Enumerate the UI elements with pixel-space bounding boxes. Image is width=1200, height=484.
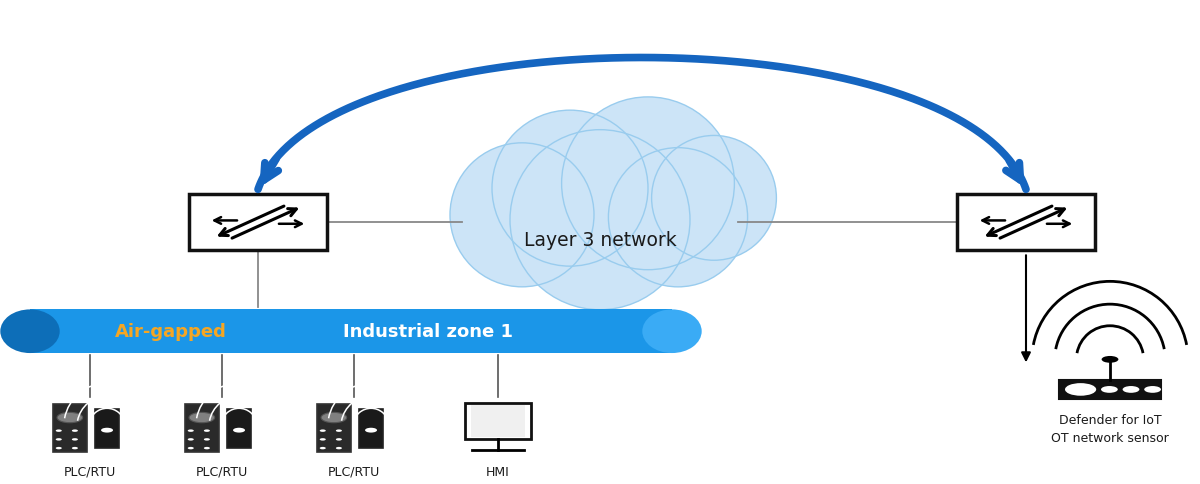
- Circle shape: [1144, 386, 1162, 393]
- Circle shape: [72, 429, 78, 432]
- Ellipse shape: [652, 136, 776, 261]
- Circle shape: [187, 429, 193, 432]
- Circle shape: [72, 447, 78, 450]
- Bar: [958, 195, 1096, 251]
- Bar: [359, 409, 383, 448]
- Circle shape: [204, 429, 210, 432]
- Circle shape: [187, 438, 193, 441]
- Circle shape: [204, 438, 210, 441]
- Bar: [190, 195, 326, 251]
- Bar: [95, 409, 119, 448]
- Bar: [227, 409, 251, 448]
- Ellipse shape: [492, 111, 648, 267]
- Circle shape: [55, 447, 61, 450]
- Circle shape: [319, 447, 325, 450]
- Ellipse shape: [642, 310, 702, 353]
- Bar: [53, 404, 86, 453]
- Bar: [185, 404, 218, 453]
- Text: PLC/RTU: PLC/RTU: [196, 465, 248, 478]
- Circle shape: [336, 438, 342, 441]
- Bar: [464, 403, 530, 439]
- Circle shape: [336, 429, 342, 432]
- Circle shape: [1123, 386, 1140, 393]
- Circle shape: [322, 412, 347, 423]
- Circle shape: [190, 412, 215, 423]
- Text: Industrial zone 1: Industrial zone 1: [343, 322, 514, 341]
- Circle shape: [72, 438, 78, 441]
- Ellipse shape: [450, 144, 594, 287]
- Circle shape: [319, 438, 325, 441]
- Ellipse shape: [510, 130, 690, 310]
- Circle shape: [1066, 383, 1097, 396]
- Circle shape: [55, 429, 61, 432]
- Circle shape: [55, 438, 61, 441]
- Ellipse shape: [562, 98, 734, 270]
- Ellipse shape: [608, 148, 748, 287]
- Bar: [317, 404, 350, 453]
- Bar: [30, 310, 672, 353]
- Circle shape: [58, 412, 83, 423]
- Circle shape: [1102, 386, 1118, 393]
- Text: Layer 3 network: Layer 3 network: [523, 230, 677, 249]
- Circle shape: [365, 428, 377, 433]
- Bar: [470, 406, 524, 437]
- Circle shape: [187, 447, 193, 450]
- Text: Defender for IoT
OT network sensor: Defender for IoT OT network sensor: [1051, 413, 1169, 444]
- Circle shape: [204, 447, 210, 450]
- Bar: [1060, 380, 1162, 399]
- Text: PLC/RTU: PLC/RTU: [328, 465, 380, 478]
- Text: PLC/RTU: PLC/RTU: [64, 465, 116, 478]
- Circle shape: [101, 428, 113, 433]
- Text: HMI: HMI: [486, 465, 510, 478]
- Circle shape: [1102, 356, 1118, 363]
- Circle shape: [233, 428, 245, 433]
- Circle shape: [1166, 386, 1183, 393]
- Circle shape: [319, 429, 325, 432]
- Text: Air-gapped: Air-gapped: [115, 322, 227, 341]
- Ellipse shape: [0, 310, 60, 353]
- Circle shape: [336, 447, 342, 450]
